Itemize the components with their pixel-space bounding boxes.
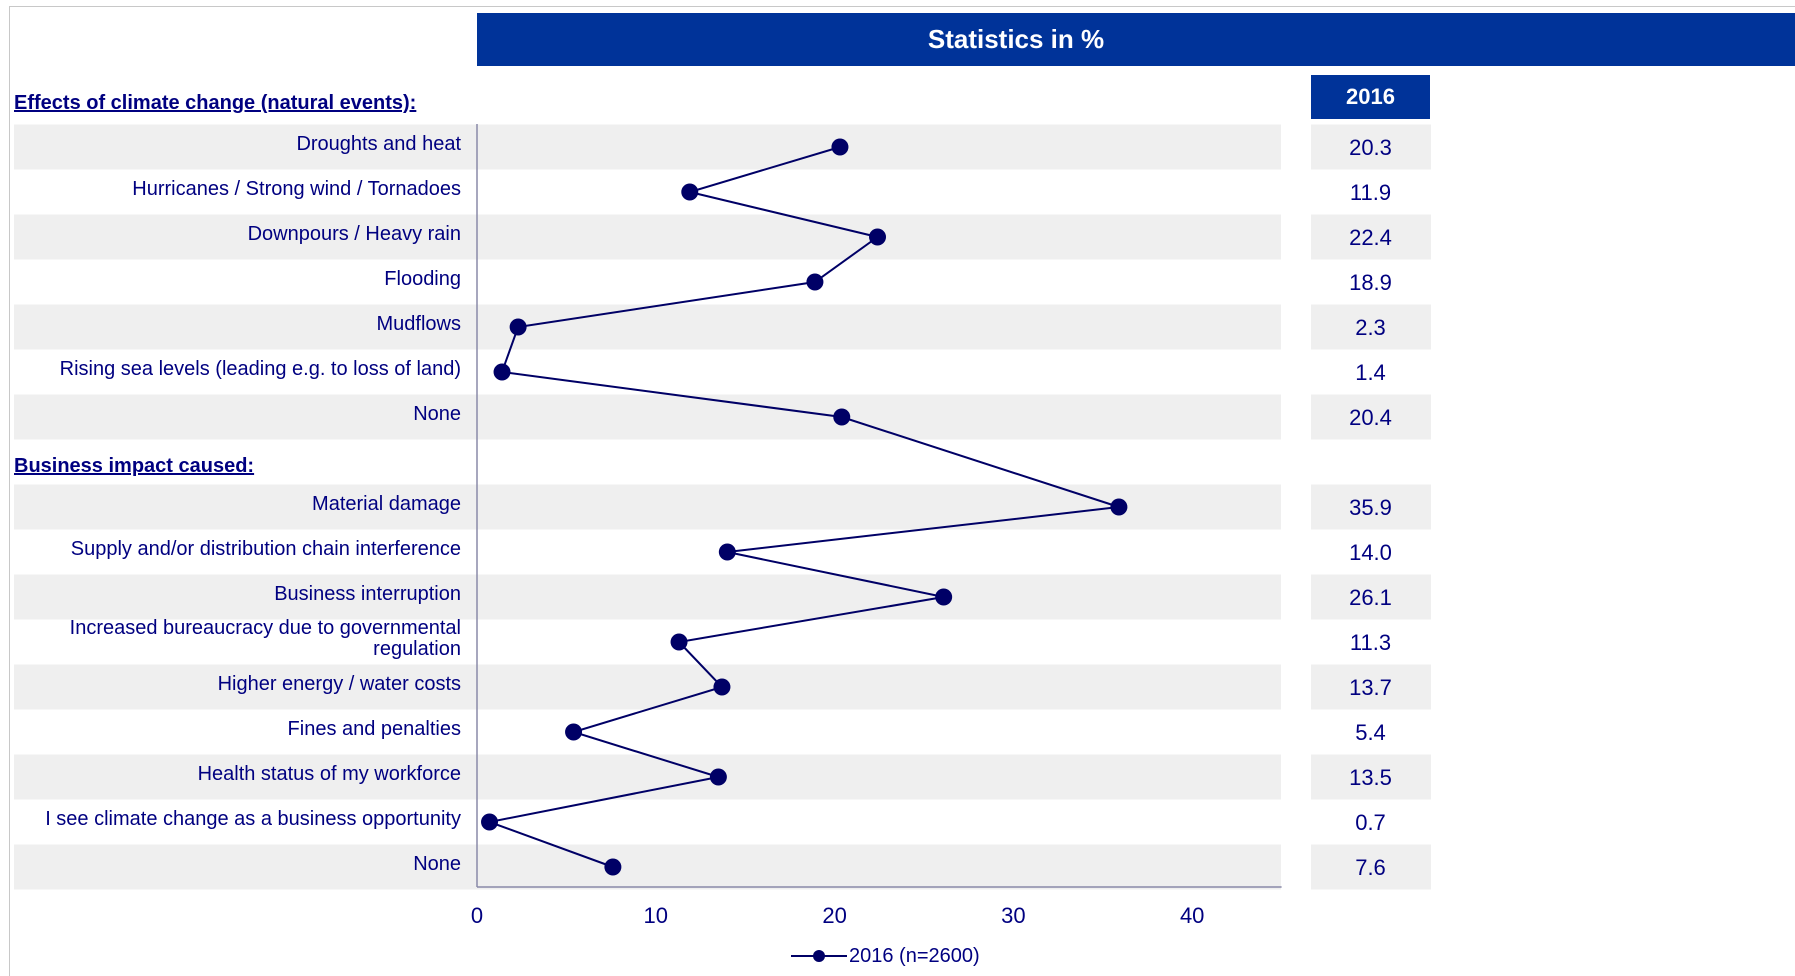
data-point <box>718 543 736 561</box>
data-point <box>833 408 851 426</box>
value-cell: 0.7 <box>1355 810 1386 835</box>
section-title-business-impact: Business impact caused: <box>14 455 255 477</box>
data-point <box>670 633 688 651</box>
year-column-header: 2016 <box>1311 75 1430 119</box>
data-point <box>565 723 583 741</box>
chart-frame <box>9 6 1795 976</box>
category-label: Material damage <box>312 492 461 515</box>
value-cell: 20.4 <box>1349 405 1392 430</box>
data-point <box>869 228 887 246</box>
legend-marker-icon <box>791 950 847 962</box>
category-label: None <box>413 852 461 875</box>
value-cell: 20.3 <box>1349 135 1392 160</box>
category-label: Fines and penalties <box>287 717 461 740</box>
data-point <box>604 858 622 876</box>
row-band <box>14 844 1431 890</box>
value-cell: 11.9 <box>1349 180 1392 205</box>
x-tick-label: 10 <box>643 903 669 928</box>
value-cell: 18.9 <box>1349 270 1392 295</box>
chart-title: Statistics in % <box>477 13 1795 66</box>
x-tick-label: 0 <box>470 903 484 928</box>
category-label: Supply and/or distribution chain interfe… <box>70 537 461 560</box>
series-line-2016 <box>485 146 1120 868</box>
data-point <box>509 318 527 336</box>
data-point <box>1110 498 1128 516</box>
category-label: Increased bureaucracy due to governmenta… <box>69 617 461 660</box>
legend: 2016 (n=2600) <box>789 945 980 967</box>
data-point <box>493 363 511 381</box>
value-cell: 26.1 <box>1349 585 1392 610</box>
data-point <box>713 678 731 696</box>
row-band <box>14 484 1431 530</box>
data-point <box>709 768 727 786</box>
category-label: None <box>413 402 461 425</box>
value-cell: 22.4 <box>1349 225 1392 250</box>
column-separator <box>1281 120 1311 890</box>
value-cell: 5.4 <box>1355 720 1386 745</box>
category-label: Health status of my workforce <box>197 762 461 785</box>
x-tick-label: 20 <box>822 903 847 928</box>
value-cell: 13.5 <box>1349 765 1392 790</box>
category-label: Higher energy / water costs <box>217 672 461 695</box>
row-band <box>14 214 1431 260</box>
category-label: Droughts and heat <box>296 132 461 155</box>
category-label: Rising sea levels (leading e.g. to loss … <box>59 357 461 380</box>
legend-label: 2016 (n=2600) <box>849 944 980 967</box>
value-cell: 1.4 <box>1355 360 1386 385</box>
category-label: Hurricanes / Strong wind / Tornadoes <box>132 177 461 200</box>
data-point <box>935 588 953 606</box>
data-point <box>481 813 499 831</box>
data-point <box>831 138 849 156</box>
value-cell: 11.3 <box>1349 630 1392 655</box>
data-point <box>806 273 824 291</box>
value-cell: 14.0 <box>1349 540 1392 565</box>
value-cell: 35.9 <box>1349 495 1392 520</box>
category-label: Flooding <box>384 267 461 290</box>
category-label: Mudflows <box>376 312 461 335</box>
data-point <box>681 183 699 201</box>
x-tick-label: 40 <box>1179 903 1205 928</box>
value-cell: 13.7 <box>1349 675 1392 700</box>
row-band <box>14 124 1431 170</box>
row-band <box>14 574 1431 620</box>
category-label: Downpours / Heavy rain <box>247 222 461 245</box>
x-tick-label: 30 <box>1001 903 1026 928</box>
row-band <box>14 304 1431 350</box>
value-cell: 7.6 <box>1355 855 1386 880</box>
category-label: I see climate change as a business oppor… <box>45 807 461 830</box>
category-label: Business interruption <box>274 582 461 605</box>
value-cell: 2.3 <box>1355 315 1386 340</box>
section-title-effects: Effects of climate change (natural event… <box>14 92 417 114</box>
